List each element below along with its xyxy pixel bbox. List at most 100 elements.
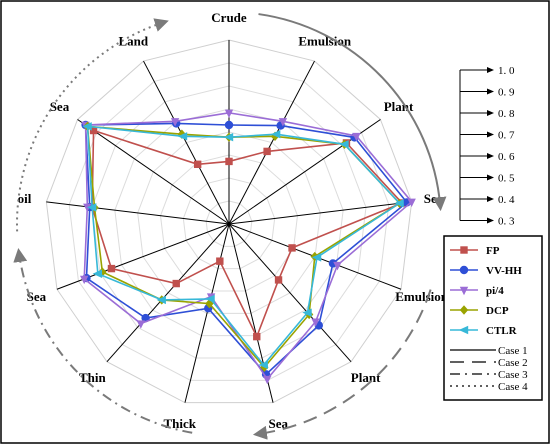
scale-tick: 1. 0 <box>460 65 515 77</box>
category-label: Crude <box>211 10 247 25</box>
legend-item-ctlr: CTLR <box>450 325 518 337</box>
point-fp-0 <box>225 157 233 166</box>
category-label: Plant <box>351 370 381 385</box>
scale-tick: 0. 5 <box>460 173 515 185</box>
point-fp-11 <box>89 126 98 135</box>
category-label: Sea <box>269 416 289 431</box>
point-pi-4-4 <box>333 261 342 271</box>
category-label: Sea <box>50 99 70 114</box>
legend-label: DCP <box>486 305 509 317</box>
point-ctlr-7 <box>205 294 215 304</box>
point-ctlr-3 <box>394 199 404 208</box>
category-label: Thick <box>163 416 196 431</box>
category-label: Land <box>118 34 148 49</box>
series-ctlr <box>82 122 404 370</box>
point-fp-1 <box>263 147 271 156</box>
spoke-8 <box>106 223 230 363</box>
scale-tick: 0. 9 <box>460 87 515 99</box>
legend-marker-pi-4 <box>459 286 469 296</box>
spoke-5 <box>228 223 352 363</box>
point-vv-hh-4 <box>328 259 338 268</box>
point-pi-4-9 <box>80 275 89 285</box>
legend-box <box>443 235 543 401</box>
legend-case-label: Case 4 <box>498 381 528 393</box>
category-label: Plant <box>384 99 414 114</box>
point-ctlr-11 <box>82 122 92 131</box>
legend-label: FP <box>486 245 500 257</box>
point-ctlr-0 <box>223 132 234 142</box>
radar-grid <box>45 39 413 404</box>
legend-label: pi/4 <box>486 285 504 297</box>
legend-item-vv-hh: VV-HH <box>450 265 522 277</box>
spoke-1 <box>228 60 315 225</box>
legend-case-1: Case 1 <box>450 345 528 357</box>
point-ctlr-2 <box>339 140 349 149</box>
grid-ring-5 <box>114 108 344 337</box>
legend-label: VV-HH <box>486 265 522 277</box>
spoke-3 <box>228 201 412 225</box>
spoke-10 <box>46 201 230 225</box>
point-ctlr-8 <box>156 295 166 305</box>
point-pi-4-10 <box>83 203 92 212</box>
point-fp-8 <box>172 279 180 288</box>
spoke-11 <box>77 119 230 225</box>
point-pi-4-5 <box>311 318 320 327</box>
grid-ring-8 <box>45 39 413 404</box>
scale-tick: 0. 3 <box>460 216 515 228</box>
category-label: Thin <box>79 370 107 385</box>
point-ctlr-1 <box>270 129 281 139</box>
point-pi-4-6 <box>263 375 272 385</box>
grid-ring-2 <box>182 177 276 270</box>
legend-case-2: Case 2 <box>450 357 528 369</box>
legend-item-fp: FP <box>450 245 500 257</box>
scale-tick: 0. 4 <box>460 194 515 206</box>
series-line-fp <box>91 129 404 339</box>
point-ctlr-10 <box>86 203 97 212</box>
point-ctlr-12 <box>177 132 188 141</box>
scale-tick: 0. 8 <box>460 108 515 120</box>
legend-marker-fp <box>460 246 468 254</box>
legend-item-pi-4: pi/4 <box>450 285 504 297</box>
spoke-12 <box>143 60 230 225</box>
scale-tick-label: 0. 4 <box>498 194 515 206</box>
point-fp-5 <box>274 276 283 284</box>
category-labels: Crude Emulsion Plant Sea Emulsion Plant Sea Thi… <box>18 10 449 431</box>
case-arc-1 <box>258 13 447 212</box>
point-ctlr-4 <box>311 253 322 262</box>
point-pi-4-2 <box>352 132 361 142</box>
legend-label: CTLR <box>486 325 518 337</box>
scale-tick-label: 0. 5 <box>498 173 515 185</box>
point-pi-4-12 <box>170 118 180 127</box>
legend-item-dcp: DCP <box>450 305 509 317</box>
category-label: Emulsion <box>395 289 449 304</box>
category-label: Emulsion <box>298 34 352 49</box>
scale-tick-label: 0. 7 <box>498 130 515 142</box>
scale-axis: 1. 0 0. 9 0. 8 0. 7 0. 6 0. 5 0. 4 0. 3 <box>459 65 515 228</box>
legend-marker-vv-hh <box>459 265 469 275</box>
scale-tick-label: 1. 0 <box>498 65 515 77</box>
point-fp-12 <box>193 160 202 168</box>
legend-case-label: Case 3 <box>498 369 528 381</box>
point-fp-7 <box>216 257 224 265</box>
case-arc-4 <box>16 18 169 232</box>
category-label: Sea <box>27 289 47 304</box>
grid-ring-6 <box>91 85 367 359</box>
scale-tick-label: 0. 9 <box>498 87 515 99</box>
point-fp-6 <box>253 332 261 341</box>
point-pi-4-1 <box>278 118 288 127</box>
case-arcs <box>13 13 447 440</box>
legend-case-label: Case 1 <box>498 345 528 357</box>
category-label: oil <box>18 191 32 206</box>
case-arc-3 <box>13 247 193 434</box>
scale-tick: 0. 6 <box>460 151 515 163</box>
legend-case-3: Case 3 <box>450 369 528 381</box>
point-vv-hh-0 <box>224 120 234 130</box>
point-pi-4-8 <box>136 320 146 329</box>
point-pi-4-3 <box>407 198 416 208</box>
point-fp-9 <box>107 264 116 273</box>
grid-ring-7 <box>68 62 390 381</box>
point-fp-4 <box>288 244 296 252</box>
